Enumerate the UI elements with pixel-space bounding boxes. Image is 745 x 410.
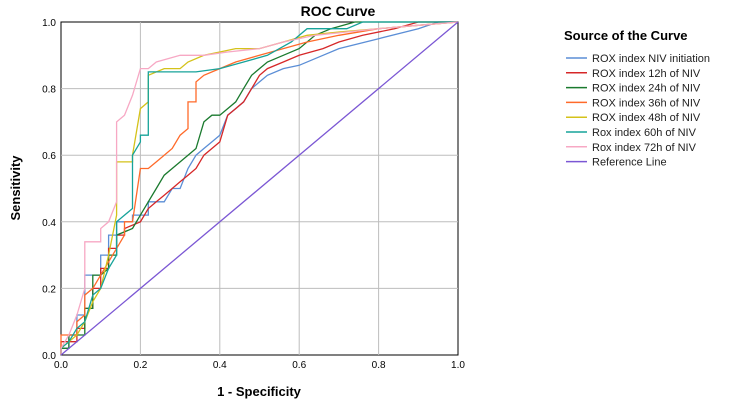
x-tick-label: 0.2	[133, 360, 147, 371]
legend-item-label: ROX index 36h of NIV	[592, 97, 701, 109]
legend-item-label: Rox index 72h of NIV	[592, 142, 697, 154]
y-axis-label: Sensitivity	[8, 155, 23, 221]
legend-item-label: ROX index 12h of NIV	[592, 68, 701, 80]
legend-item-label: ROX index NIV initiation	[592, 53, 710, 65]
grid-lines	[61, 22, 458, 355]
y-tick-label: 0.4	[42, 218, 56, 229]
series-line-6	[60, 21, 458, 355]
series-line-8	[60, 21, 459, 356]
legend-item-label: ROX index 24h of NIV	[592, 83, 701, 95]
y-tick-label: 0.8	[42, 85, 56, 96]
x-tick-label: 0.6	[292, 360, 306, 371]
legend-item-label: Rox index 60h of NIV	[592, 127, 697, 139]
legend-item-label: Reference Line	[592, 157, 667, 169]
x-tick-label: 0.0	[54, 360, 68, 371]
series-line-3	[60, 21, 458, 355]
legend: Source of the Curve ROX index NIV initia…	[564, 28, 710, 169]
x-tick-label: 0.8	[372, 360, 386, 371]
y-tick-label: 0.6	[42, 151, 56, 162]
axis-ticks: 0.00.0 0.2 0.2 0.4 0.4 0.6 0.6 0.8 0.8 1.0 1.0	[42, 18, 465, 371]
legend-item-label: ROX index 48h of NIV	[592, 112, 701, 124]
y-tick-label: 1.0	[42, 18, 56, 29]
y-tick-label: 0.2	[42, 284, 56, 295]
chart-title: ROC Curve	[301, 3, 376, 19]
series-line-7	[60, 21, 459, 355]
y-tick-label: 0.0	[42, 351, 56, 362]
x-tick-label: 1.0	[451, 360, 465, 371]
legend-title: Source of the Curve	[564, 28, 688, 43]
series-group	[60, 21, 459, 356]
x-axis-label: 1 - Specificity	[217, 384, 302, 399]
x-tick-label: 0.4	[213, 360, 227, 371]
